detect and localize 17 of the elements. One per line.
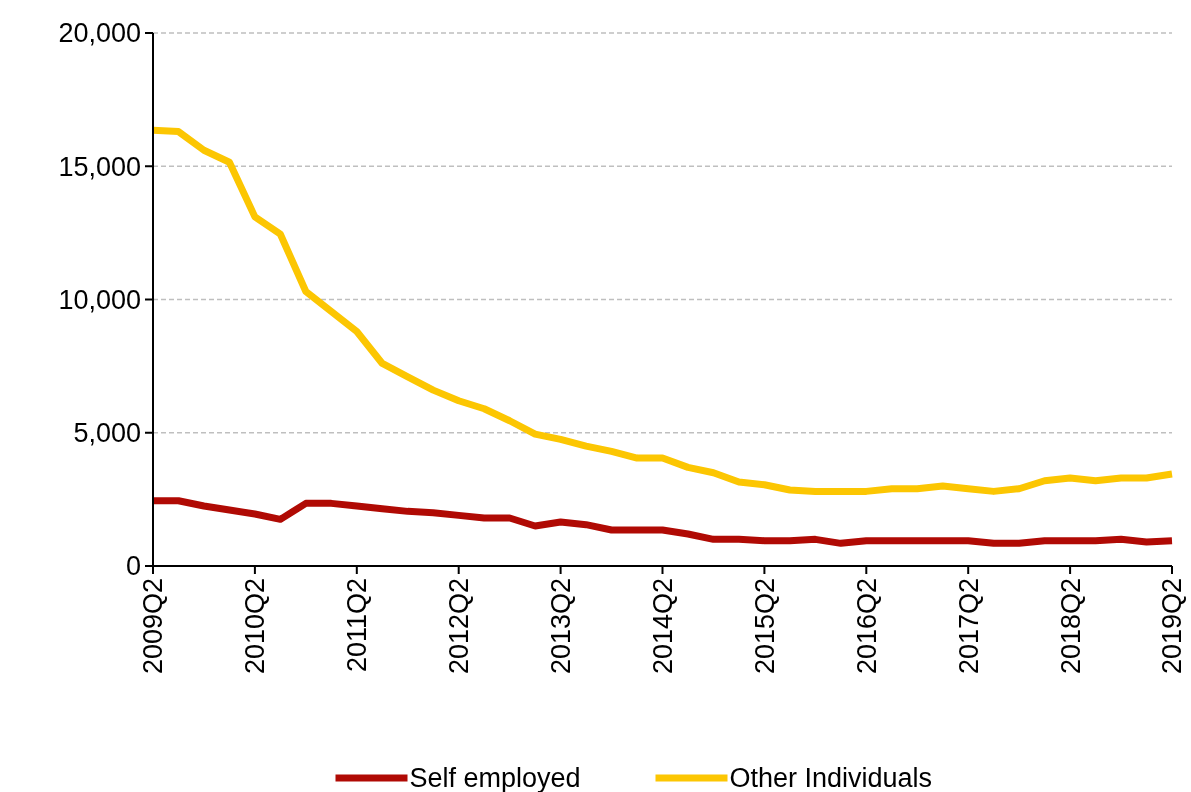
legend-label: Other Individuals <box>729 763 933 792</box>
x-tick-label: 2017Q2 <box>953 578 984 675</box>
x-tick-label: 2011Q2 <box>342 578 373 673</box>
x-tick-label: 2009Q2 <box>138 578 169 675</box>
y-tick-label: 0 <box>125 551 141 582</box>
x-tick-label: 2010Q2 <box>240 578 271 675</box>
y-tick-label: 10,000 <box>58 284 141 315</box>
y-tick-label: 20,000 <box>58 18 141 49</box>
y-tick-label: 5,000 <box>73 418 141 449</box>
x-tick-label: 2016Q2 <box>851 578 882 675</box>
x-tick-label: 2012Q2 <box>444 578 475 675</box>
x-tick-label: 2015Q2 <box>749 578 780 675</box>
y-tick-label: 15,000 <box>58 151 141 182</box>
x-tick-label: 2013Q2 <box>546 578 577 675</box>
x-tick-label: 2018Q2 <box>1055 578 1086 675</box>
x-tick-label: 2014Q2 <box>647 578 678 675</box>
x-tick-label: 2019Q2 <box>1157 578 1188 675</box>
